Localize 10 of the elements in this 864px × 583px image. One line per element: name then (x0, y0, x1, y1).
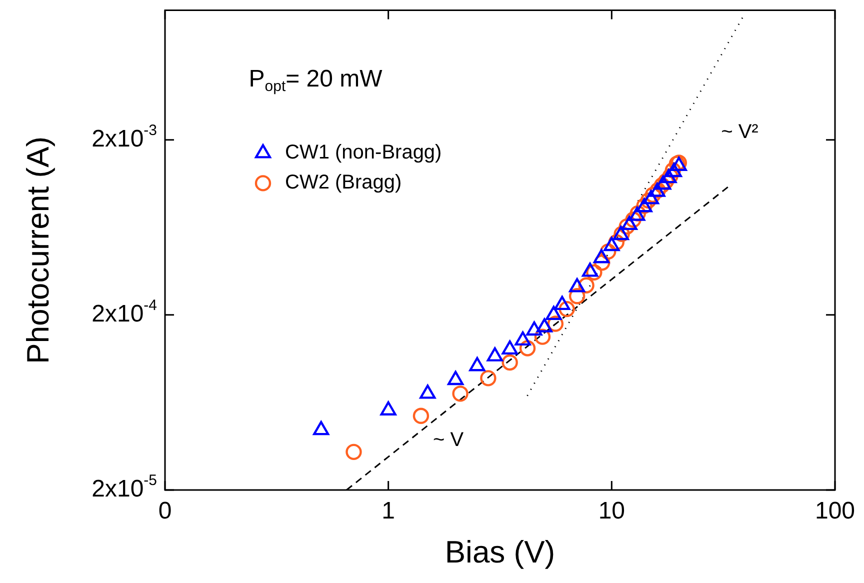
x-tick-label: 100 (814, 498, 856, 525)
x-tick-label: 1 (382, 498, 396, 525)
x-tick-label: 0 (158, 498, 172, 525)
x-tick-label: 10 (598, 498, 626, 525)
x-axis-title: Bias (V) (444, 534, 556, 570)
annotation: ~ V (433, 429, 464, 452)
legend-label: CW2 (Bragg) (285, 172, 402, 194)
y-axis-title: Photocurrent (A) (20, 136, 56, 364)
legend-label: CW1 (non-Bragg) (285, 142, 442, 164)
annotation: ~ V² (721, 121, 759, 144)
